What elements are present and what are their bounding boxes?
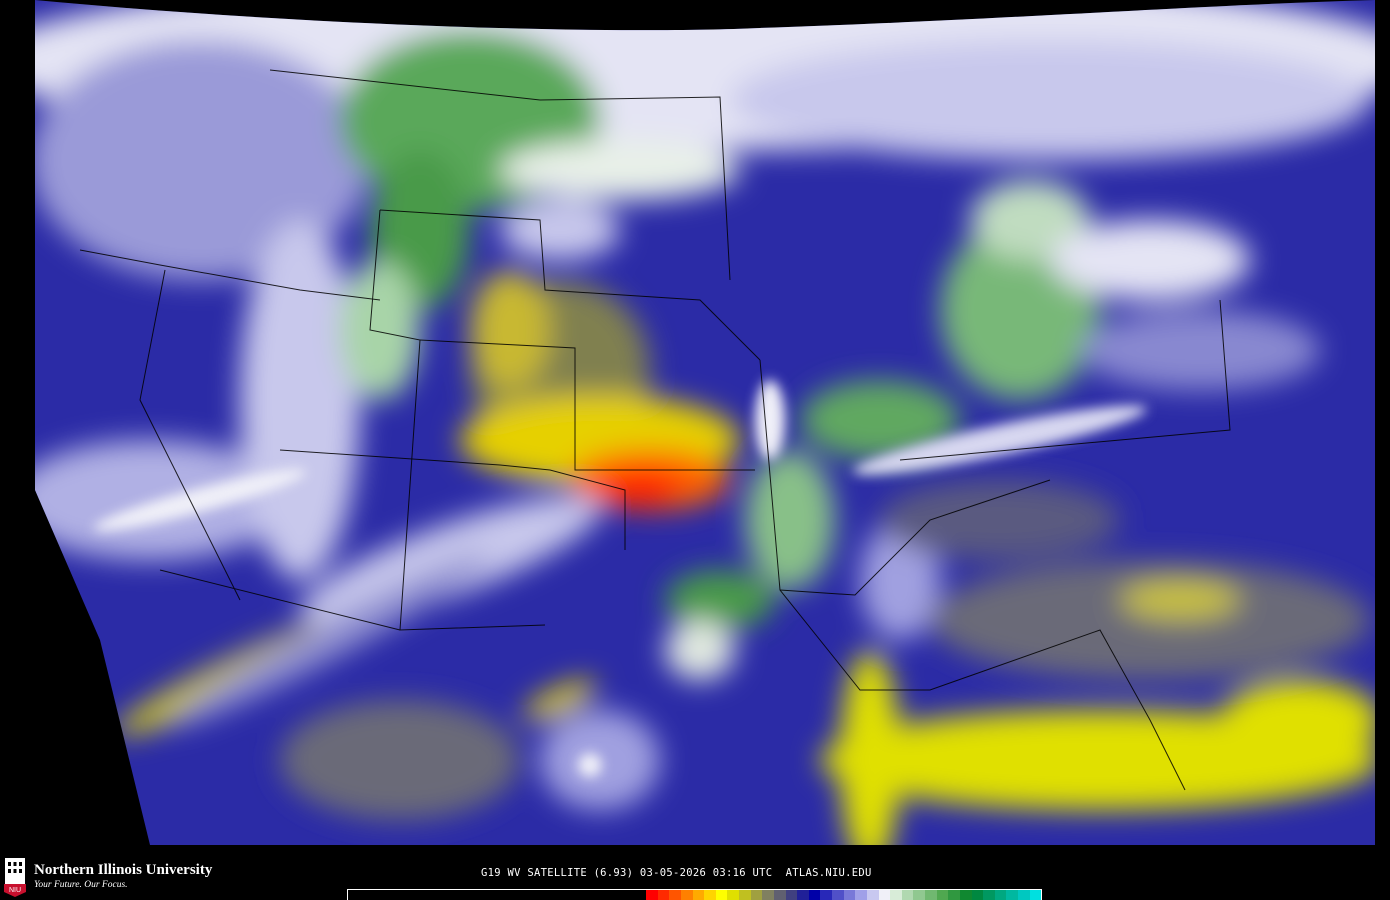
colorbar-black-segment [348, 890, 646, 900]
colorbar-swatch [913, 890, 925, 900]
colorbar-swatch [878, 890, 891, 900]
colorbar-swatch [925, 890, 937, 900]
colorbar-legend [347, 889, 1042, 900]
institution-name: Northern Illinois University [34, 862, 213, 878]
colorbar-swatch [715, 890, 728, 900]
image-caption: G19 WV SATELLITE (6.93) 03-05-2026 03:16… [481, 867, 872, 879]
colorbar-swatch [936, 890, 949, 900]
niu-logo: NIU [4, 858, 26, 897]
colorbar-swatch [657, 890, 670, 900]
state-boundaries [79, 69, 1231, 791]
colorbar-swatch [971, 890, 984, 900]
colorbar-swatch [843, 890, 856, 900]
colorbar-swatch [680, 890, 693, 900]
colorbar-swatch [750, 890, 763, 900]
colorbar-swatch [646, 890, 658, 900]
svg-text:NIU: NIU [9, 887, 21, 894]
colorbar-swatch [855, 890, 867, 900]
colorbar-swatch [739, 890, 751, 900]
colorbar-swatch [727, 890, 739, 900]
colorbar-swatch [704, 890, 716, 900]
colorbar-swatch [832, 890, 844, 900]
colorbar-swatch [983, 890, 995, 900]
colorbar-swatch [820, 890, 832, 900]
colorbar-swatch [762, 890, 774, 900]
colorbar-swatch [1029, 890, 1042, 900]
colorbar-swatch [773, 890, 786, 900]
colorbar-swatch [948, 890, 960, 900]
colorbar-swatch [808, 890, 821, 900]
colorbar-swatch [785, 890, 798, 900]
colorbar-swatch [692, 890, 705, 900]
colorbar-swatch [994, 890, 1007, 900]
colorbar-swatch [901, 890, 914, 900]
satellite-water-vapor-map [35, 0, 1375, 845]
colorbar-swatch [669, 890, 681, 900]
colorbar-swatch [959, 890, 972, 900]
colorbar-swatch [1006, 890, 1018, 900]
colorbar-swatch [797, 890, 809, 900]
colorbar-swatch [1018, 890, 1030, 900]
colorbar-swatch [890, 890, 902, 900]
institution-tagline: Your Future. Our Focus. [34, 880, 128, 890]
colorbar-swatch [866, 890, 879, 900]
